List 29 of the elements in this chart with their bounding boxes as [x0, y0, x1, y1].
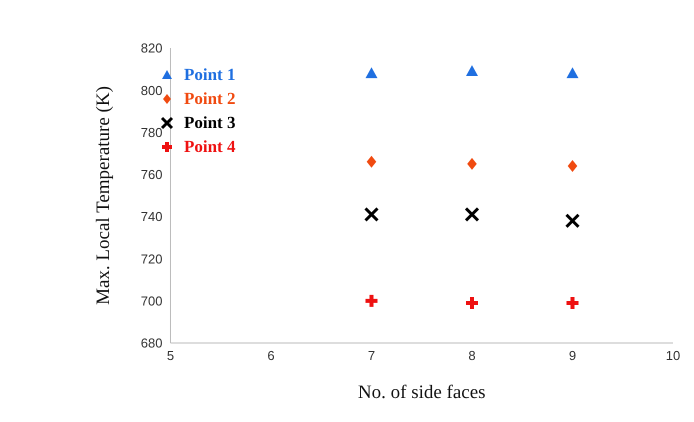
legend-label: Point 2 — [184, 89, 236, 109]
x-tick-label: 5 — [166, 348, 174, 364]
x-tick-label: 7 — [368, 348, 376, 364]
point — [568, 160, 578, 172]
point — [464, 206, 480, 222]
legend-label: Point 4 — [184, 137, 236, 157]
point — [466, 65, 478, 76]
y-tick-label: 680 — [140, 336, 162, 351]
y-tick-label: 740 — [140, 209, 162, 224]
y-tick-label: 700 — [140, 293, 162, 308]
legend-label: Point 1 — [184, 65, 236, 85]
y-tick-label: 800 — [140, 82, 162, 98]
y-axis-title: Max. Local Temperature (K) — [93, 86, 114, 305]
x-tick-label: 6 — [267, 348, 275, 364]
legend-label: Point 3 — [184, 113, 236, 133]
point — [365, 67, 378, 78]
point — [364, 206, 379, 222]
point — [564, 213, 580, 228]
x-tick-label: 9 — [568, 348, 576, 364]
y-tick-label: 780 — [140, 124, 162, 140]
point — [366, 156, 376, 168]
y-tick-label: 720 — [140, 251, 162, 266]
x-axis-title: No. of side faces — [358, 382, 486, 403]
point — [467, 158, 477, 170]
y-tick-label: 760 — [140, 167, 162, 182]
x-tick-label: 8 — [468, 348, 476, 364]
point — [566, 67, 578, 78]
y-tick-label: 820 — [140, 40, 162, 56]
x-tick-label: 10 — [666, 348, 680, 364]
